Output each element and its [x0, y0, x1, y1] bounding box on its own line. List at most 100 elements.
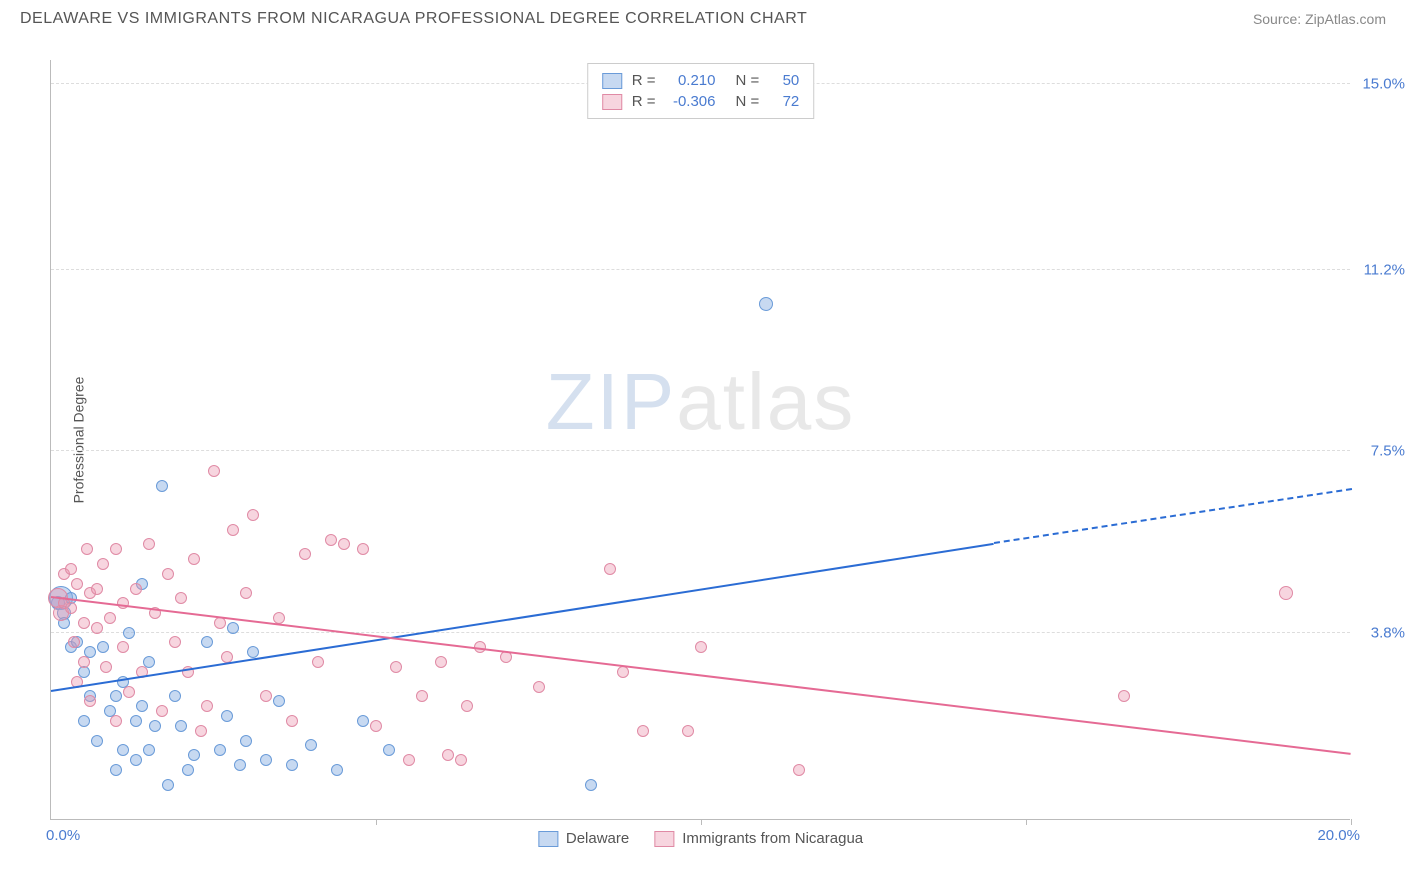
data-point — [637, 725, 649, 737]
data-point — [110, 715, 122, 727]
x-min-label: 0.0% — [46, 827, 80, 844]
legend-swatch — [538, 831, 558, 847]
data-point — [117, 744, 129, 756]
data-point — [117, 641, 129, 653]
gridline — [51, 269, 1350, 270]
legend-swatch — [602, 73, 622, 89]
data-point — [156, 705, 168, 717]
data-point — [403, 754, 415, 766]
data-point — [175, 720, 187, 732]
data-point — [78, 715, 90, 727]
data-point — [110, 764, 122, 776]
data-point — [214, 744, 226, 756]
data-point — [383, 744, 395, 756]
ytick-label: 7.5% — [1371, 443, 1405, 460]
legend-item: Delaware — [538, 830, 629, 847]
data-point — [227, 622, 239, 634]
xtick — [701, 819, 702, 825]
data-point — [416, 690, 428, 702]
ytick-label: 11.2% — [1364, 261, 1405, 278]
data-point — [65, 602, 77, 614]
data-point — [149, 720, 161, 732]
data-point — [273, 695, 285, 707]
data-point — [97, 641, 109, 653]
data-point — [136, 700, 148, 712]
x-max-label: 20.0% — [1317, 827, 1360, 844]
ytick-label: 15.0% — [1362, 75, 1405, 92]
legend-label: Delaware — [566, 830, 629, 847]
data-point — [91, 583, 103, 595]
data-point — [169, 690, 181, 702]
legend-item: Immigrants from Nicaragua — [654, 830, 863, 847]
data-point — [201, 636, 213, 648]
xtick — [376, 819, 377, 825]
chart-container: Professional Degree ZIPatlas R =0.210N =… — [50, 60, 1350, 820]
data-point — [130, 754, 142, 766]
data-point — [65, 563, 77, 575]
data-point — [759, 297, 773, 311]
data-point — [195, 725, 207, 737]
data-point — [305, 739, 317, 751]
data-point — [201, 700, 213, 712]
xtick — [1026, 819, 1027, 825]
data-point — [325, 534, 337, 546]
data-point — [81, 543, 93, 555]
data-point — [793, 764, 805, 776]
data-point — [68, 636, 80, 648]
gridline — [51, 632, 1350, 633]
trend-line — [993, 488, 1351, 544]
data-point — [123, 686, 135, 698]
data-point — [104, 612, 116, 624]
data-point — [123, 627, 135, 639]
data-point — [97, 558, 109, 570]
data-point — [162, 779, 174, 791]
data-point — [260, 690, 272, 702]
stats-legend: R =0.210N =50R =-0.306N =72 — [587, 63, 815, 119]
data-point — [1279, 586, 1293, 600]
data-point — [617, 666, 629, 678]
data-point — [312, 656, 324, 668]
data-point — [78, 617, 90, 629]
data-point — [110, 690, 122, 702]
data-point — [234, 759, 246, 771]
data-point — [110, 543, 122, 555]
data-point — [331, 764, 343, 776]
data-point — [604, 563, 616, 575]
plot-area: ZIPatlas R =0.210N =50R =-0.306N =72 0.0… — [50, 60, 1350, 820]
data-point — [247, 509, 259, 521]
series-legend: Delaware Immigrants from Nicaragua — [538, 830, 863, 847]
n-value: 72 — [769, 93, 799, 110]
data-point — [162, 568, 174, 580]
r-label: R = — [632, 93, 656, 110]
trend-line — [51, 596, 1351, 755]
data-point — [286, 759, 298, 771]
data-point — [338, 538, 350, 550]
data-point — [100, 661, 112, 673]
data-point — [461, 700, 473, 712]
data-point — [71, 578, 83, 590]
data-point — [143, 744, 155, 756]
data-point — [390, 661, 402, 673]
n-label: N = — [736, 93, 760, 110]
data-point — [286, 715, 298, 727]
data-point — [188, 749, 200, 761]
ytick-label: 3.8% — [1371, 624, 1405, 641]
source-label: Source: ZipAtlas.com — [1253, 11, 1386, 27]
data-point — [143, 538, 155, 550]
data-point — [240, 735, 252, 747]
data-point — [357, 543, 369, 555]
watermark: ZIPatlas — [546, 356, 855, 448]
data-point — [357, 715, 369, 727]
stats-legend-row: R =-0.306N =72 — [602, 91, 800, 112]
data-point — [208, 465, 220, 477]
data-point — [455, 754, 467, 766]
legend-swatch — [654, 831, 674, 847]
data-point — [247, 646, 259, 658]
data-point — [221, 710, 233, 722]
data-point — [682, 725, 694, 737]
data-point — [91, 735, 103, 747]
data-point — [169, 636, 181, 648]
legend-swatch — [602, 94, 622, 110]
data-point — [442, 749, 454, 761]
data-point — [78, 656, 90, 668]
